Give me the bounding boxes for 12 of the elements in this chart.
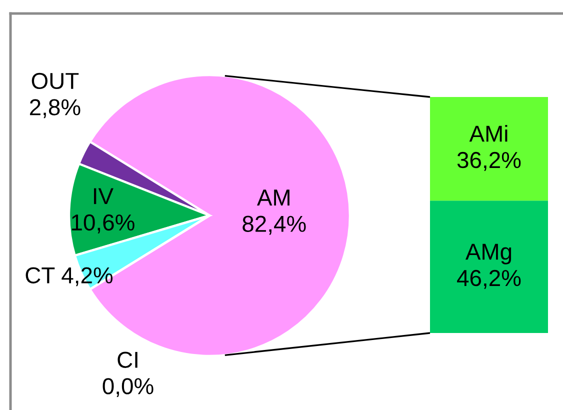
data-label: 82,4%	[242, 216, 306, 235]
category-label: CI	[118, 352, 138, 368]
data-label: 46,2%	[457, 270, 521, 289]
series-label: AMi	[469, 124, 508, 142]
slice-label: AM	[256, 190, 290, 206]
series-label: AMg	[465, 244, 512, 264]
data-label: 2,8%	[30, 99, 80, 118]
text: 0,0%	[102, 378, 154, 397]
slice-label: IV	[94, 188, 114, 204]
data-label: 36,2%	[457, 152, 521, 171]
data-label: 10,6%	[72, 214, 134, 234]
slice-label: OUT	[32, 72, 79, 90]
